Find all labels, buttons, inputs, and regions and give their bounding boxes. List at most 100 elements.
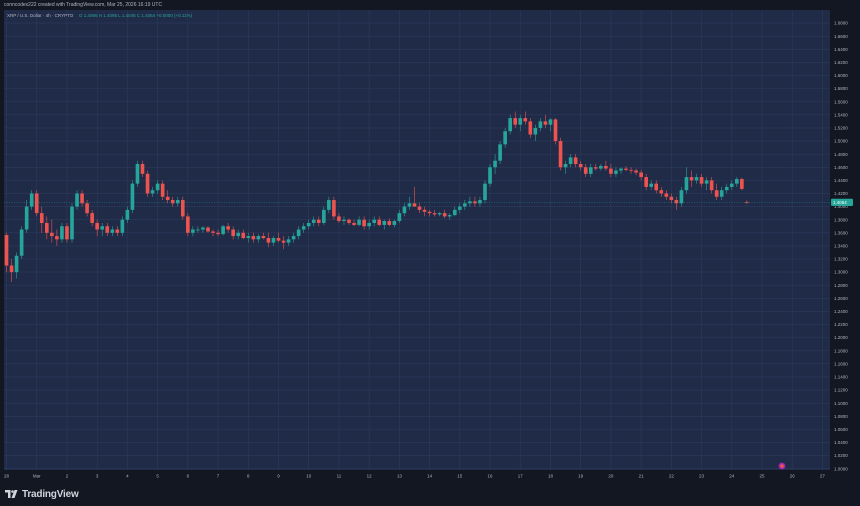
candle-body (322, 209, 326, 223)
candle-body (523, 118, 528, 122)
candle-body (50, 232, 54, 237)
candle-body (533, 127, 538, 135)
candle (4, 232, 9, 273)
candle-body (719, 190, 724, 197)
candle (130, 180, 135, 214)
price-tick-label: 1.3000 (834, 270, 848, 275)
candle-body (432, 213, 437, 215)
tradingview-logo[interactable]: TradingView (5, 488, 79, 500)
candle-body (332, 200, 336, 217)
price-tick-label: 1.6200 (834, 60, 848, 65)
candle-body (654, 183, 659, 191)
candle-body (115, 229, 120, 233)
candle (120, 216, 125, 237)
candle-body (110, 229, 115, 233)
candle-body (196, 229, 200, 231)
candle-body (513, 118, 518, 125)
time-tick-label: 16 (488, 474, 494, 479)
time-marker-icon[interactable] (778, 462, 786, 470)
candle (170, 196, 175, 207)
candle-body (609, 168, 613, 174)
candle-body (699, 177, 704, 184)
candle-body (291, 236, 296, 240)
candlestick-chart[interactable]: 1.6800 1.6600 1.6400 1.6200 1.6000 1.5800 1.56… (4, 10, 860, 482)
time-tick-label: 24 (729, 474, 735, 479)
brand-name: TradingView (22, 488, 79, 500)
candle-body (548, 119, 553, 125)
candle-body (120, 219, 125, 233)
candle-body (639, 172, 643, 178)
candle (478, 196, 482, 207)
time-tick-label: 12 (367, 474, 373, 479)
candle (306, 219, 311, 230)
candle-body (337, 216, 341, 221)
candle (669, 193, 674, 204)
price-tick-label: 1.4400 (834, 178, 848, 183)
candle-body (483, 183, 487, 201)
price-tick-label: 1.1400 (834, 375, 848, 380)
candle (196, 226, 200, 233)
candle-body (301, 226, 306, 230)
candle (75, 190, 79, 210)
candle-body (372, 219, 377, 223)
candle-body (170, 200, 175, 204)
last-price-label: 1.4064 (833, 200, 847, 205)
candle (684, 167, 689, 194)
candle-body (659, 190, 664, 194)
candle (699, 173, 704, 187)
candle (140, 160, 145, 178)
candle (488, 163, 492, 187)
candle (337, 213, 341, 223)
legend-ohlc: O 1.4066 H 1.4095 L 1.4045 C 1.4064 +0.0… (79, 13, 193, 18)
candle-body (679, 190, 684, 204)
candle-body (140, 163, 145, 174)
candle-body (4, 235, 9, 266)
time-axis[interactable]: 28 Mar 2 3 4 5 6 7 8 9 10 11 12 13 14 15 16 17 18 19 20 21 22 2… (4, 474, 825, 479)
candle (649, 180, 654, 191)
price-axis[interactable]: 1.6800 1.6600 1.6400 1.6200 1.6000 1.5800 1.56… (834, 21, 848, 472)
candle-body (649, 183, 654, 187)
candle-body (493, 160, 497, 168)
candle-body (664, 193, 669, 197)
candle (377, 216, 382, 227)
candle-body (19, 229, 24, 256)
candle-body (150, 190, 155, 194)
candle-body (402, 206, 407, 214)
candle-body (180, 200, 185, 217)
candle (186, 213, 190, 237)
candle (55, 229, 59, 246)
candle (604, 160, 608, 171)
candles (4, 111, 749, 282)
candle-body (644, 177, 648, 187)
candle-body (614, 170, 618, 174)
candle-body (553, 119, 558, 142)
footer: TradingView (0, 482, 860, 506)
candle-body (241, 232, 246, 239)
candle-body (130, 183, 135, 210)
candle-body (125, 209, 130, 220)
price-tick-label: 1.4800 (834, 152, 848, 157)
candle (100, 222, 105, 237)
candle (498, 141, 502, 164)
candle (327, 196, 331, 214)
candle-body (155, 183, 160, 191)
candle (281, 236, 286, 250)
candle-body (377, 219, 382, 225)
candle-body (382, 220, 387, 225)
candle-body (563, 163, 568, 168)
candle (412, 186, 417, 207)
candle-body (246, 236, 251, 239)
candle (392, 219, 397, 228)
candle (568, 154, 573, 168)
candle (483, 180, 487, 204)
candle-body (261, 236, 266, 239)
candle (513, 111, 518, 128)
candle (593, 163, 598, 171)
chart-area[interactable]: 1.6800 1.6600 1.6400 1.6200 1.6000 1.5800 1.56… (4, 10, 860, 482)
candle (619, 167, 623, 174)
candle-body (65, 226, 69, 240)
candle (457, 203, 462, 214)
candle (609, 163, 613, 178)
candle-body (55, 236, 59, 240)
candle (266, 232, 271, 248)
